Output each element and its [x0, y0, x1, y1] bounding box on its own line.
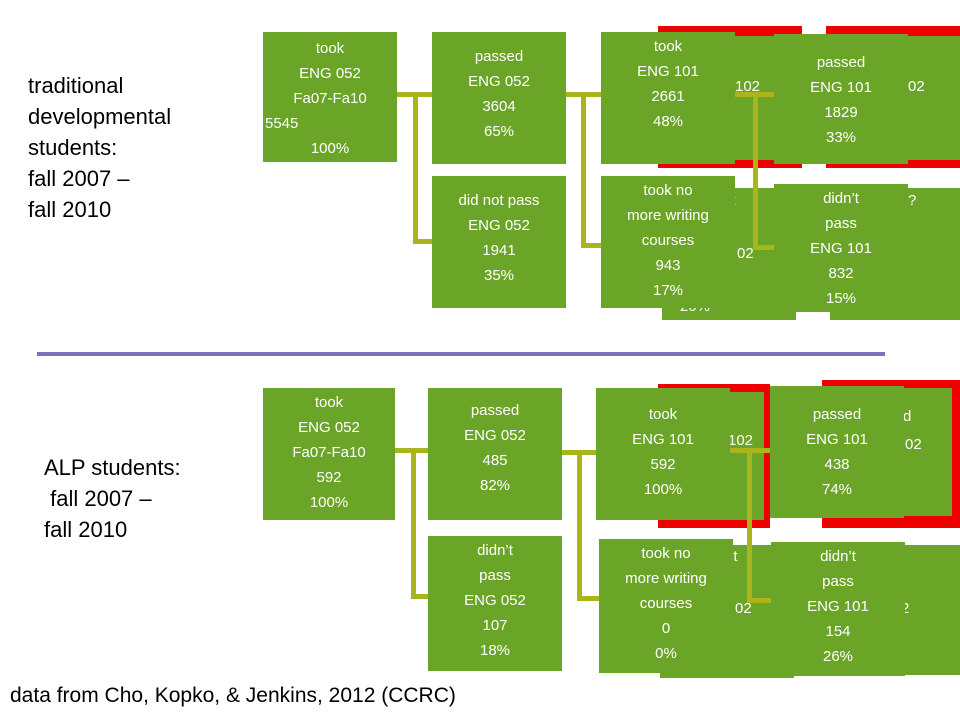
did-not-pass-eng052-box: did not pass ENG 052 1941 35% — [432, 176, 566, 308]
passed-eng101-box: passed ENG 101 1829 33% — [774, 34, 908, 164]
hidden-fragment: d — [903, 408, 912, 425]
connector — [577, 450, 582, 600]
hidden-fragment: ’t — [730, 548, 738, 565]
hidden-fragment: 102 — [735, 78, 761, 95]
connector — [581, 243, 602, 248]
alp-label: ALP students: fall 2007 – fall 2010 — [44, 455, 181, 542]
connector — [753, 92, 758, 250]
connector — [411, 594, 431, 599]
hidden-fragment: 2 — [901, 600, 910, 617]
connector — [413, 239, 436, 244]
connector — [753, 245, 775, 250]
hidden-fragment: 02 — [735, 600, 752, 617]
traditional-label: traditional developmental students: fall… — [28, 73, 172, 222]
hidden-fragment: 02 — [908, 78, 925, 95]
connector — [577, 596, 599, 601]
connector — [581, 92, 586, 247]
didnt-pass-eng101-box: didn’t pass ENG 101 832 15% — [774, 184, 908, 312]
didnt-pass-eng101-box: didn’t pass ENG 101 154 26% — [771, 542, 905, 676]
connector — [413, 92, 418, 244]
connector — [747, 448, 752, 602]
passed-eng052-box: passed ENG 052 485 82% — [428, 388, 562, 520]
hidden-fragment: ? — [908, 192, 917, 209]
section-divider — [37, 352, 885, 356]
took-no-more-writing-box: took no more writing courses 943 17% — [601, 176, 735, 308]
connector — [747, 598, 771, 603]
took-eng101-box: took ENG 101 2661 48% — [601, 32, 735, 164]
passed-eng052-box: passed ENG 052 3604 65% — [432, 32, 566, 164]
took-eng101-box: took ENG 101 592 100% — [596, 388, 730, 520]
took-eng052-box: took ENG 052 Fa07-Fa10 592 100% — [263, 388, 395, 520]
hidden-fragment: 102 — [728, 432, 754, 449]
connector — [411, 448, 416, 598]
took-no-more-writing-box: took no more writing courses 0 0% — [599, 539, 733, 673]
passed-eng101-box: passed ENG 101 438 74% — [770, 386, 904, 518]
took-eng052-box: took ENG 052 Fa07-Fa10 5545 100% — [263, 32, 397, 162]
hidden-fragment: 02 — [905, 436, 922, 453]
hidden-fragment: 02 — [737, 245, 754, 262]
source-citation: data from Cho, Kopko, & Jenkins, 2012 (C… — [10, 684, 456, 707]
didnt-pass-eng052-box: didn’t pass ENG 052 107 18% — [428, 536, 562, 671]
